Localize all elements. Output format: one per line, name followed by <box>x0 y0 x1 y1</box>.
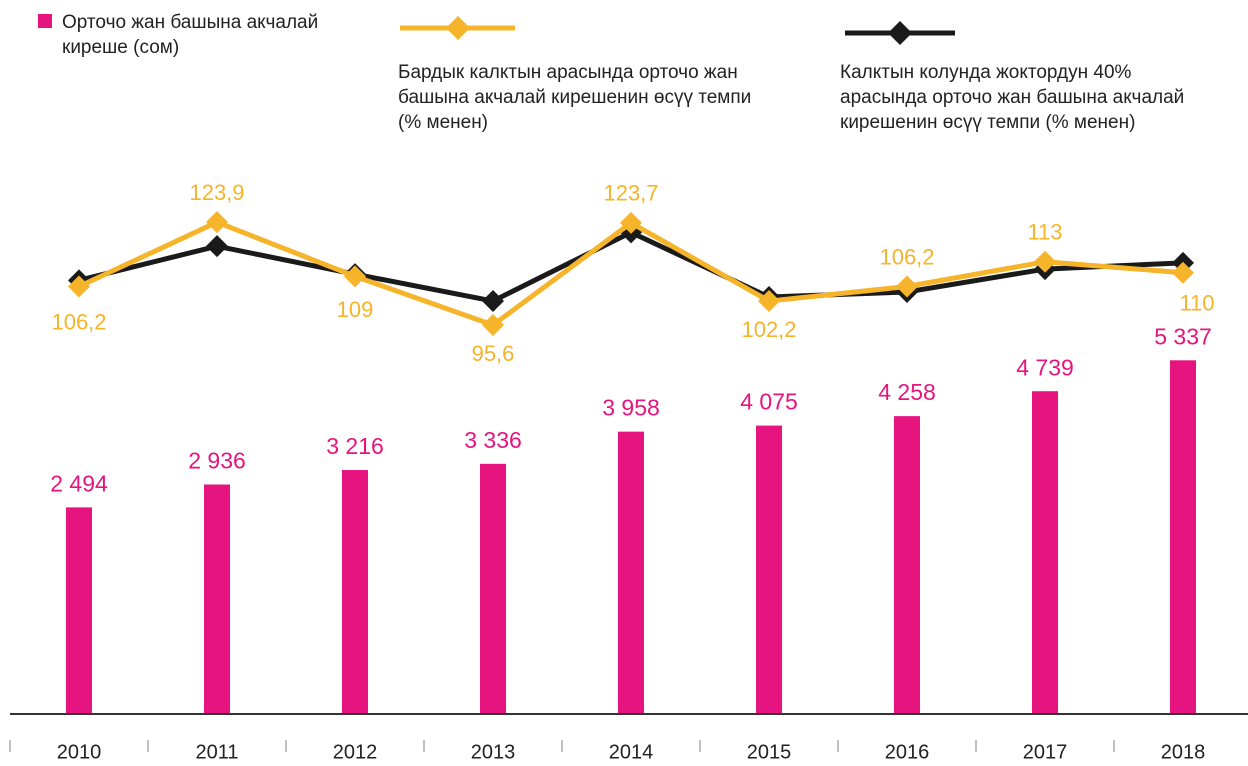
bar <box>342 470 368 714</box>
x-tick-label: 2015 <box>747 741 792 763</box>
x-tick-label: 2010 <box>57 741 102 763</box>
line-marker <box>68 275 90 298</box>
legend-marker <box>888 21 912 45</box>
bar-value-label: 4 075 <box>740 389 798 415</box>
line-marker <box>758 290 780 313</box>
bar <box>66 507 92 714</box>
bar-value-label: 3 958 <box>602 395 660 421</box>
bar-value-label: 2 936 <box>188 448 246 474</box>
legend-marker <box>446 16 470 40</box>
line-value-label: 109 <box>337 297 374 322</box>
line-value-label: 102,2 <box>741 317 796 342</box>
legend-label: Бардык калктын арасында орточо жан башын… <box>398 62 752 133</box>
x-tick-label: 2016 <box>885 741 930 763</box>
line-marker <box>344 265 366 288</box>
line-marker <box>206 235 228 258</box>
bar <box>480 463 506 714</box>
bar-value-label: 3 336 <box>464 427 522 453</box>
line-marker <box>482 314 504 337</box>
x-tick-label: 2013 <box>471 741 516 763</box>
line-marker <box>1172 261 1194 284</box>
x-tick-label: 2011 <box>195 741 238 763</box>
bar <box>618 431 644 714</box>
bar-value-label: 4 258 <box>878 379 936 405</box>
line-marker <box>620 211 642 234</box>
line-value-label: 106,2 <box>51 309 106 334</box>
line-marker <box>206 211 228 234</box>
legend-swatch <box>38 14 52 28</box>
line-value-label: 95,6 <box>472 341 515 366</box>
x-tick-label: 2017 <box>1023 741 1068 763</box>
line-value-label: 123,9 <box>189 180 244 205</box>
bar <box>756 425 782 714</box>
line-value-label: 106,2 <box>879 244 934 269</box>
bar <box>204 484 230 714</box>
x-tick-label: 2012 <box>333 741 378 763</box>
line-value-label: 113 <box>1027 220 1062 245</box>
legend-label: Орточо жан башына акчалай киреше (сом) <box>62 12 319 58</box>
line-marker <box>482 290 504 313</box>
x-tick-label: 2014 <box>609 741 654 763</box>
line-value-label: 123,7 <box>603 181 658 206</box>
line-marker <box>896 275 918 298</box>
bar <box>1170 360 1196 714</box>
bar-value-label: 3 216 <box>326 433 384 459</box>
bar <box>1032 391 1058 714</box>
legend-label: Калктын колунда жоктордун 40% арасында о… <box>840 62 1185 133</box>
bar-value-label: 5 337 <box>1154 323 1212 349</box>
x-tick-label: 2018 <box>1161 741 1206 763</box>
bar-value-label: 4 739 <box>1016 354 1074 380</box>
bar <box>894 416 920 714</box>
bar-value-label: 2 494 <box>50 470 108 496</box>
line-marker <box>1034 250 1056 273</box>
line-value-label: 110 <box>1179 291 1214 316</box>
